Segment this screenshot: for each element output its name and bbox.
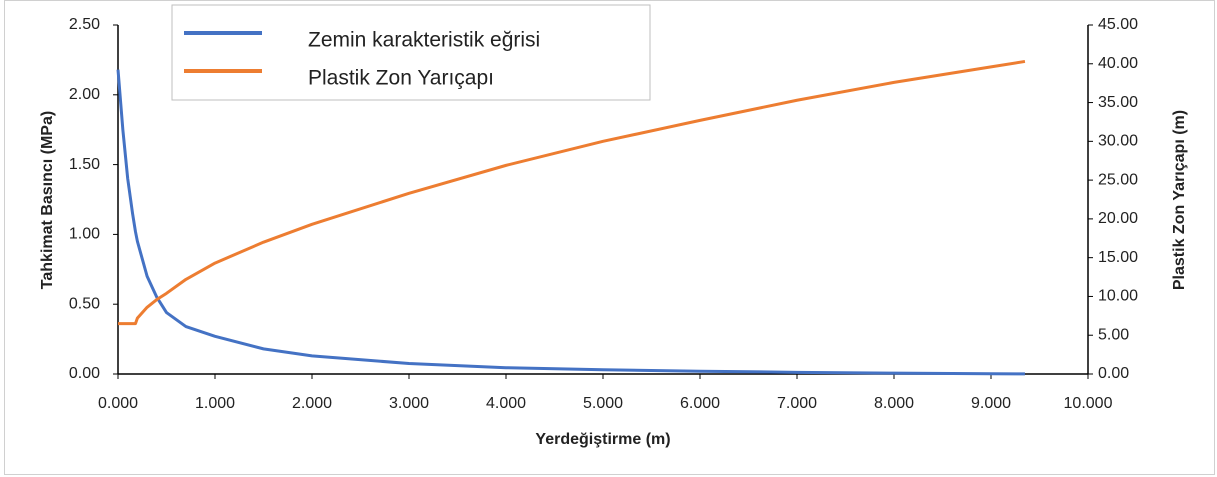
- y-tick-label: 1.00: [69, 226, 100, 243]
- data-line: [118, 59, 1026, 326]
- y2-tick-label: 15.00: [1098, 249, 1138, 266]
- y-tick-label: 0.50: [69, 295, 100, 312]
- legend-box: [171, 4, 651, 101]
- y2-tick-label: 40.00: [1098, 55, 1138, 72]
- x-tick-label: 8.000: [874, 395, 914, 412]
- legend-label: Zemin karakteristik eğrisi: [308, 29, 540, 52]
- y2-tick-label: 20.00: [1098, 210, 1138, 227]
- y2-tick-label: 35.00: [1098, 94, 1138, 111]
- y2-tick-label: 25.00: [1098, 171, 1138, 188]
- x-axis-title: Yerdeğiştirme (m): [535, 431, 670, 448]
- x-tick-label: 5.000: [583, 395, 623, 412]
- y2-tick-label: 5.00: [1098, 326, 1129, 343]
- x-tick-label: 4.000: [486, 395, 526, 412]
- y2-tick-label: 10.00: [1098, 288, 1138, 305]
- y2-tick-label: 45.00: [1098, 16, 1138, 33]
- x-tick-label: 7.000: [777, 395, 817, 412]
- y-tick-label: 2.00: [69, 86, 100, 103]
- y2-axis-title: Plastik Zon Yarıçapı (m): [1171, 110, 1188, 290]
- x-tick-label: 1.000: [195, 395, 235, 412]
- y-tick-label: 1.50: [69, 156, 100, 173]
- x-tick-label: 0.000: [98, 395, 138, 412]
- x-tick-label: 3.000: [389, 395, 429, 412]
- y2-tick-label: 0.00: [1098, 365, 1129, 382]
- y-axis-title: Tahkimat Basıncı (MPa): [39, 111, 56, 289]
- y-tick-label: 0.00: [69, 365, 100, 382]
- data-line: [116, 69, 1025, 376]
- legend-label: Plastik Zon Yarıçapı: [308, 67, 494, 90]
- x-tick-label: 10.000: [1064, 395, 1113, 412]
- x-tick-label: 2.000: [292, 395, 332, 412]
- x-tick-label: 9.000: [971, 395, 1011, 412]
- y-tick-label: 2.50: [69, 16, 100, 33]
- y2-tick-label: 30.00: [1098, 133, 1138, 150]
- x-tick-label: 6.000: [680, 395, 720, 412]
